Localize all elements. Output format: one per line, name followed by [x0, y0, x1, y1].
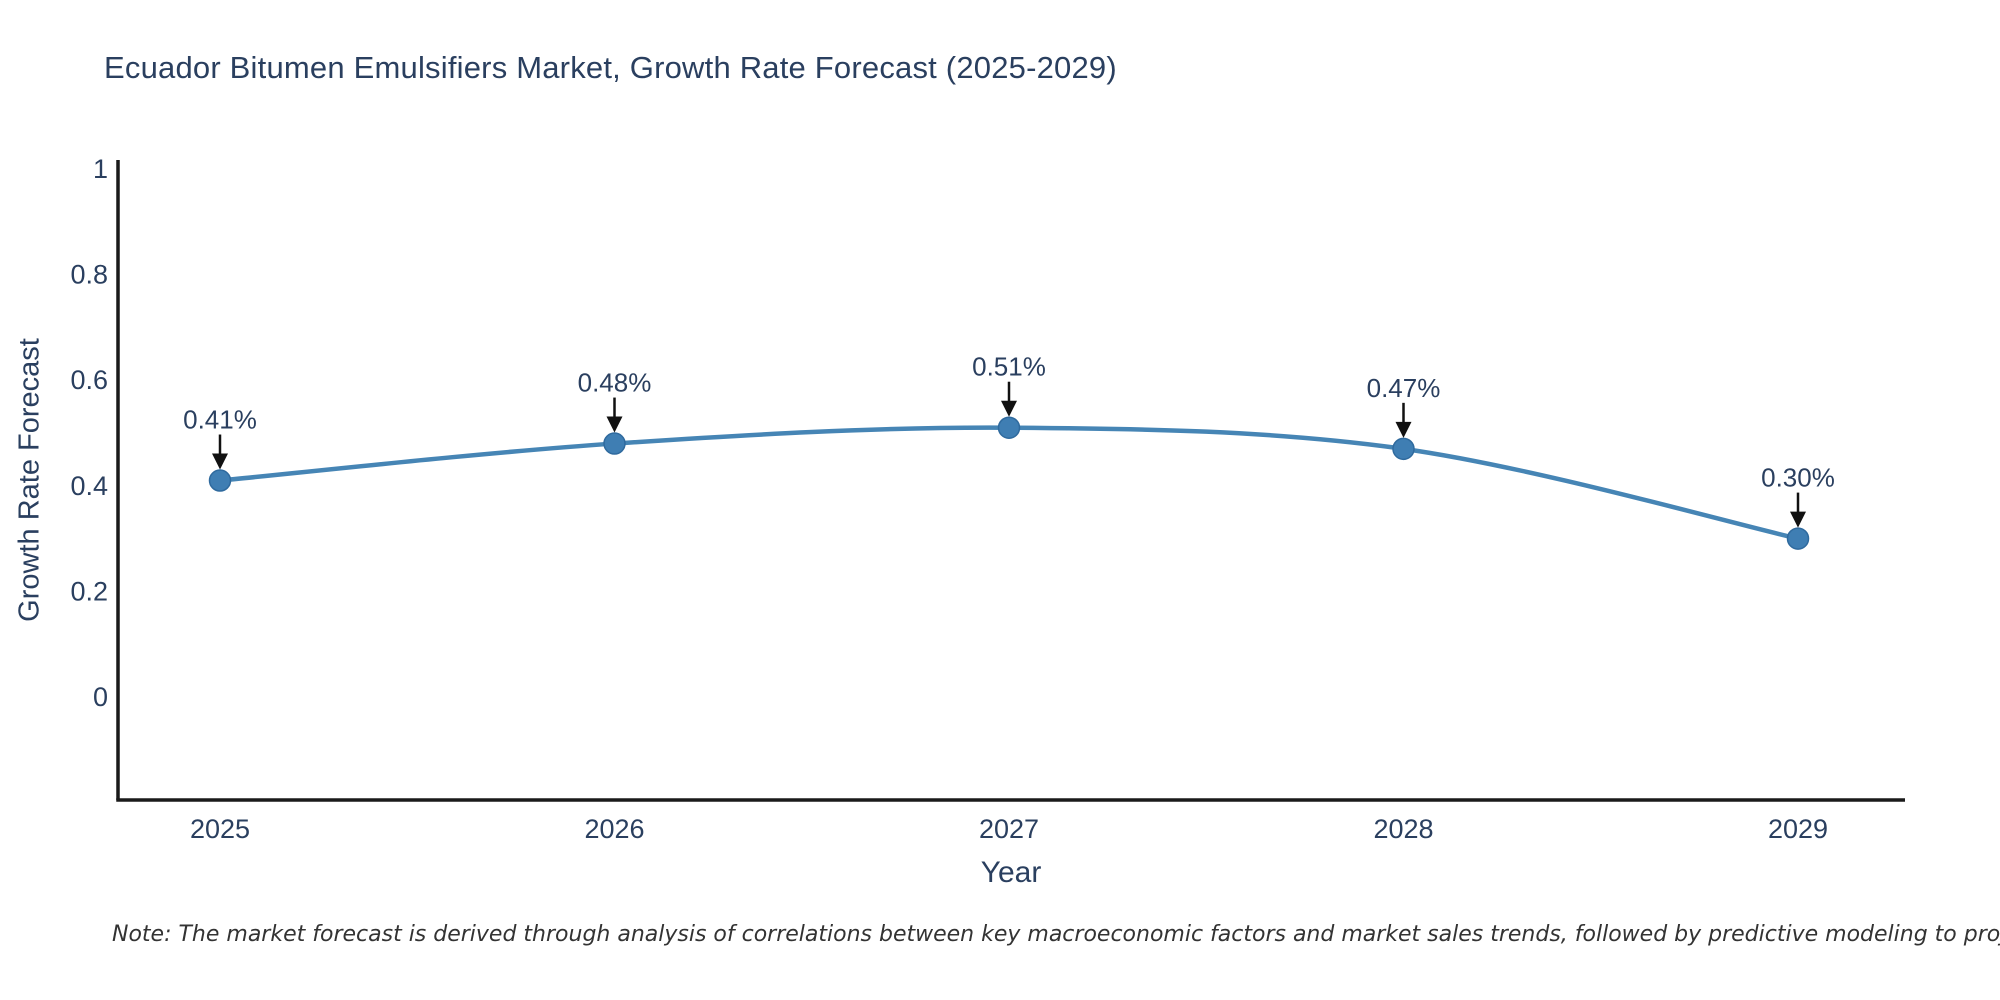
x-tick-label: 2027 — [979, 814, 1039, 844]
y-tick-label: 0.4 — [70, 471, 108, 501]
point-annotation: 0.47% — [1367, 373, 1441, 403]
x-tick-label: 2029 — [1768, 814, 1828, 844]
point-annotation: 0.51% — [972, 352, 1046, 382]
data-point-marker[interactable] — [997, 416, 1021, 439]
x-tick-label: 2026 — [584, 814, 644, 844]
y-axis-title: Growth Rate Forecast — [13, 338, 46, 622]
point-annotation: 0.48% — [578, 368, 652, 398]
point-annotation: 0.41% — [183, 405, 257, 435]
x-axis-title: Year — [980, 856, 1042, 889]
down-arrow-icon — [1001, 400, 1017, 417]
y-tick-label: 0.2 — [70, 576, 108, 606]
y-tick-label: 1 — [93, 154, 108, 184]
point-annotation: 0.30% — [1761, 463, 1835, 493]
data-point-marker[interactable] — [208, 469, 232, 492]
footnote: Note: The market forecast is derived thr… — [112, 922, 2000, 947]
y-tick-label: 0.6 — [70, 365, 108, 395]
x-tick-label: 2025 — [190, 814, 250, 844]
data-point-marker[interactable] — [603, 432, 626, 455]
y-tick-label: 0 — [93, 682, 108, 712]
down-arrow-icon — [606, 416, 623, 433]
y-tick-label: 0.8 — [70, 260, 108, 290]
data-point-marker[interactable] — [1392, 437, 1415, 461]
x-tick-label: 2028 — [1373, 814, 1433, 844]
forecast-line — [217, 425, 1801, 541]
data-point-marker[interactable] — [1786, 527, 1810, 550]
down-arrow-icon — [1395, 421, 1412, 438]
down-arrow-icon — [212, 453, 228, 470]
chart-title: Ecuador Bitumen Emulsifiers Market, Grow… — [104, 50, 1117, 85]
down-arrow-icon — [1790, 511, 1806, 528]
